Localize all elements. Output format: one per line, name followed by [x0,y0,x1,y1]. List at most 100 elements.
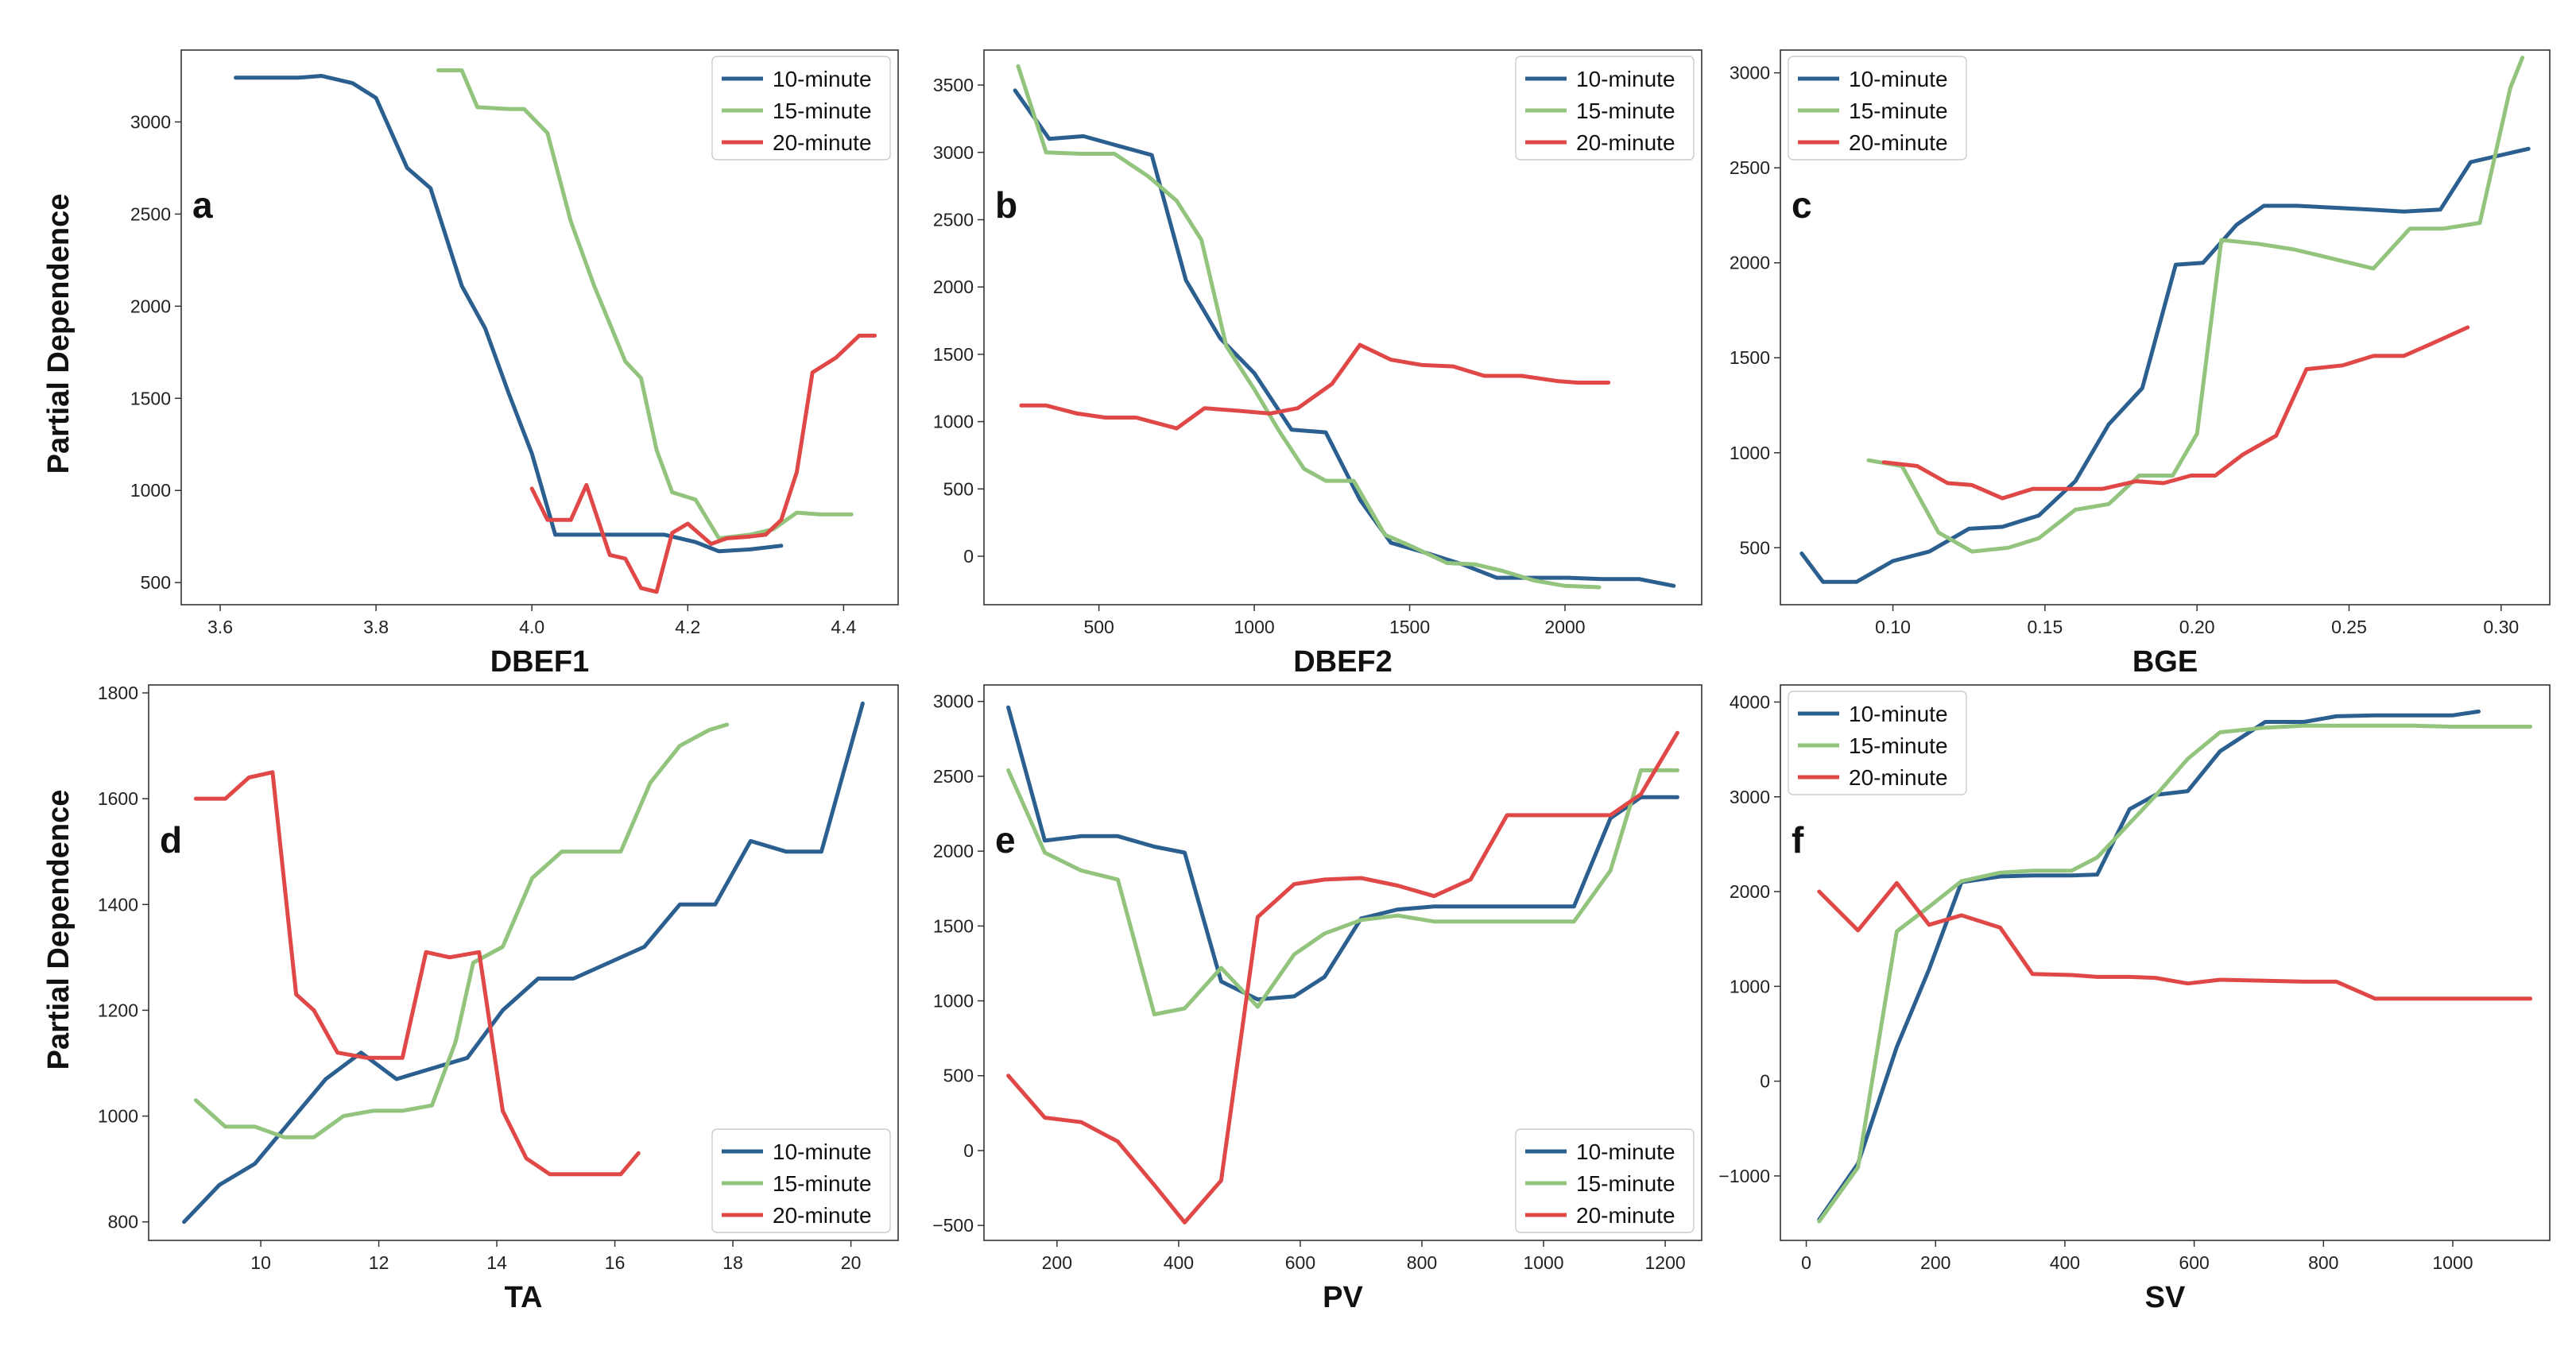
legend: 10-minute 15-minute 20-minute [711,56,891,161]
x-tick-label: 0.15 [2027,617,2063,637]
legend: 10-minute 15-minute 20-minute [1515,56,1695,161]
x-tick-label: 400 [2050,1252,2080,1273]
y-tick-label: 0 [1760,1071,1770,1092]
x-tick-label: 0.20 [2179,617,2215,637]
y-tick-label: 1200 [98,1000,138,1020]
legend-box [711,1128,891,1233]
legend-label: 10-minute [773,1139,872,1164]
y-tick-label: 2500 [1730,157,1770,178]
legend-box [711,56,891,161]
x-tick-label: 0.25 [2331,617,2367,637]
x-axis-label: DBEF2 [1293,645,1393,679]
y-tick-label: 500 [943,478,974,499]
chart-panel-e: 200 400 600 800 1000 1200 −500 0 500 1000 1500 2000… [932,684,1702,1314]
series-line-10-minute [234,74,784,554]
legend-label: 15-minute [1849,99,1948,123]
y-tick-label: 3000 [1730,787,1770,807]
y-tick-label: 0 [963,1140,974,1161]
x-tick-label: 400 [1164,1252,1194,1273]
legend-box [1788,56,1967,161]
x-axis-label: PV [1323,1281,1363,1314]
chart-panel-d: 10 12 14 16 18 20 800 1000 1200 1400 1600 1800 TA d 10… [98,683,899,1314]
y-tick-label: 2000 [1730,253,1770,273]
y-tick-label: −1000 [1718,1166,1770,1186]
series-line-10-minute [182,701,865,1225]
x-tick-label: 1500 [1389,617,1430,637]
legend-box [1788,691,1967,795]
plot-frame [983,49,1702,605]
series-line-20-minute [1019,342,1611,431]
x-tick-label: 0.30 [2483,617,2519,637]
y-tick-label: 1000 [1730,443,1770,463]
legend-label: 10-minute [773,67,872,91]
series-line-15-minute [1006,768,1679,1016]
y-tick-label: 1600 [98,788,138,809]
x-tick-label: 1000 [1234,617,1275,637]
x-tick-label: 0.10 [1875,617,1911,637]
legend-label: 10-minute [1849,67,1948,91]
panel-letter: f [1792,819,1804,861]
panel-letter: b [995,184,1017,226]
x-tick-label: 10 [250,1252,271,1273]
x-tick-label: 3.8 [363,617,389,637]
plot-frame [983,684,1702,1241]
legend-box [1515,1128,1695,1233]
legend-label: 20-minute [1576,130,1675,155]
chart-panel-c: 0.10 0.15 0.20 0.25 0.30 500 1000 1500 2000 2500 3… [1730,49,2551,679]
y-tick-label: 1000 [98,1106,138,1127]
legend-label: 20-minute [773,130,872,155]
y-tick-label: 2000 [130,296,171,316]
legend-label: 15-minute [773,1171,872,1196]
series-line-15-minute [1866,56,2525,554]
y-tick-label: 1500 [933,915,974,936]
legend: 10-minute 15-minute 20-minute [1515,1128,1695,1233]
series-line-20-minute [1817,880,2533,1001]
y-tick-label: −500 [932,1215,974,1236]
y-tick-label: 1000 [130,480,171,501]
series-line-10-minute [1817,709,2481,1222]
chart-panel-b: 500 1000 1500 2000 0 500 1000 1500 2000 2500 3000 3… [933,49,1702,679]
y-tick-label: 500 [943,1066,974,1086]
x-tick-label: 4.0 [519,617,544,637]
x-tick-label: 4.4 [831,617,856,637]
x-tick-label: 600 [2179,1252,2209,1273]
plot-frame [148,684,899,1241]
x-tick-label: 200 [1042,1252,1072,1273]
legend-label: 15-minute [1576,1171,1675,1196]
y-tick-label: 0 [963,546,974,567]
y-tick-label: 1500 [933,344,974,365]
series-line-15-minute [1016,64,1602,590]
x-tick-label: 600 [1285,1252,1315,1273]
legend-label: 20-minute [1576,1203,1675,1228]
x-tick-label: 1000 [2432,1252,2473,1273]
x-tick-label: 14 [486,1252,507,1273]
series-line-10-minute [1006,705,1679,1002]
y-tick-label: 3000 [130,111,171,132]
x-axis-label: DBEF1 [490,645,590,679]
x-axis-label: BGE [2132,645,2198,679]
x-tick-label: 0 [1801,1252,1811,1273]
y-tick-label: 1000 [1730,976,1770,996]
y-tick-label: 1500 [130,388,171,408]
y-tick-label: 3000 [1730,63,1770,83]
y-tick-label: 800 [108,1212,138,1232]
y-tick-label: 3500 [933,75,974,95]
series-line-20-minute [529,333,877,594]
legend: 10-minute 15-minute 20-minute [1788,56,1967,161]
legend-box [1515,56,1695,161]
legend: 10-minute 15-minute 20-minute [1788,691,1967,795]
panel-letter: c [1792,184,1812,226]
x-tick-label: 4.2 [675,617,700,637]
y-tick-label: 1800 [98,683,138,703]
x-tick-label: 1000 [1523,1252,1563,1273]
y-tick-label: 2000 [1730,881,1770,902]
series-line-20-minute [193,770,641,1177]
y-tick-label: 1500 [1730,347,1770,368]
y-tick-label: 2500 [933,209,974,230]
series-line-10-minute [1799,146,2531,584]
x-tick-label: 800 [2308,1252,2338,1273]
x-tick-label: 1200 [1644,1252,1685,1273]
panel-letter: d [160,819,182,861]
plot-frame [1780,684,2551,1241]
series-line-20-minute [1881,325,2470,501]
